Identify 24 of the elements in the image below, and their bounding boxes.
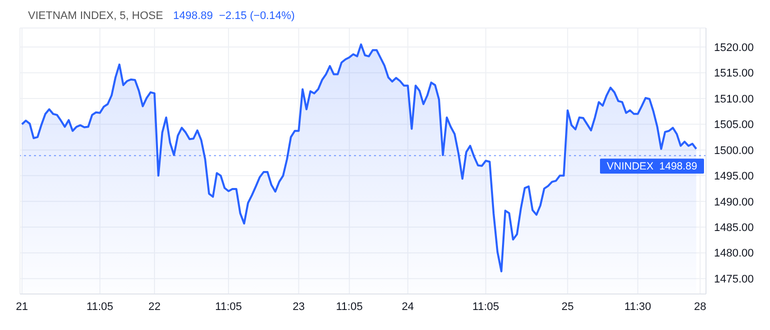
x-tick-label: 25 (562, 300, 574, 313)
x-tick-label: 11:05 (336, 300, 363, 313)
y-tick-label: 1515.00 (714, 68, 754, 80)
y-tick-label: 1505.00 (714, 119, 754, 132)
y-tick-label: 1490.00 (714, 196, 754, 208)
ref-line-label: VNINDEX 1498.89 (606, 160, 698, 173)
y-tick-label: 1475.00 (714, 273, 754, 286)
x-tick-label: 24 (402, 300, 414, 313)
y-tick-label: 1520.00 (714, 42, 754, 54)
y-tick-label: 1510.00 (714, 93, 754, 106)
x-tick-label: 11:05 (86, 300, 114, 313)
y-tick-label: 1480.00 (714, 248, 754, 260)
y-tick-label: 1485.00 (714, 222, 754, 234)
x-tick-label: 23 (292, 300, 305, 313)
x-tick-label: 11:30 (624, 300, 652, 313)
x-tick-label: 11:05 (472, 300, 500, 313)
x-tick-label: 22 (148, 300, 161, 313)
y-tick-label: 1495.00 (714, 170, 754, 183)
y-tick-label: 1500.00 (714, 144, 754, 157)
x-tick-label: 11:05 (215, 300, 242, 313)
x-tick-label: 28 (694, 300, 706, 313)
chart-title: VIETNAM INDEX, 5, HOSE (28, 10, 164, 22)
x-tick-label: 21 (16, 300, 28, 313)
chart-subtitle: 1498.89 −2.15 (−0.14%) (173, 10, 295, 22)
